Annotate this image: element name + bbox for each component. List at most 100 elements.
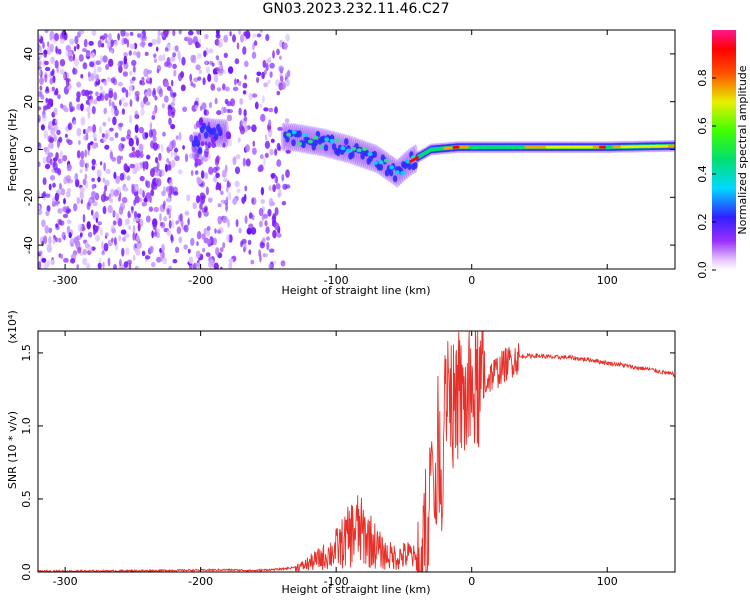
noise-blob xyxy=(179,213,183,222)
noise-blob xyxy=(84,149,88,158)
signal-strong xyxy=(367,152,373,157)
noise-blob xyxy=(215,166,220,171)
noise-blob xyxy=(247,239,252,246)
noise-blob xyxy=(237,137,241,143)
signal-strong xyxy=(313,135,319,140)
noise-blob xyxy=(163,30,169,37)
noise-blob xyxy=(131,185,135,195)
noise-blob xyxy=(141,35,147,41)
noise-blob xyxy=(55,200,59,207)
noise-blob xyxy=(128,224,132,231)
noise-blob xyxy=(104,232,109,237)
noise-blob xyxy=(238,227,242,234)
noise-blob xyxy=(226,139,233,147)
noise-blob xyxy=(59,59,66,67)
noise-blob xyxy=(279,55,282,60)
noise-blob xyxy=(103,80,108,86)
noise-blob xyxy=(128,91,132,97)
noise-blob xyxy=(216,229,221,234)
noise-blob xyxy=(281,201,287,206)
noise-blob xyxy=(225,131,231,140)
noise-blob xyxy=(88,40,94,46)
noise-blob xyxy=(170,151,174,158)
noise-blob xyxy=(97,221,103,226)
noise-blob xyxy=(265,134,268,141)
colorbar-gradient xyxy=(712,30,736,270)
noise-blob xyxy=(102,206,107,215)
signal-strong xyxy=(329,138,335,143)
noise-blob xyxy=(89,61,95,68)
noise-blob xyxy=(135,217,139,222)
noise-blob xyxy=(252,33,257,39)
noise-blob xyxy=(217,203,222,208)
noise-blob xyxy=(80,116,86,126)
noise-blob xyxy=(132,232,136,241)
noise-blob xyxy=(168,179,173,188)
noise-blob xyxy=(275,183,281,190)
noise-blob xyxy=(277,126,283,131)
noise-blob xyxy=(59,150,64,158)
noise-blob xyxy=(187,37,193,46)
noise-blob xyxy=(175,246,180,253)
noise-blob xyxy=(79,186,86,193)
noise-blob xyxy=(151,261,156,268)
signal-strong xyxy=(291,130,297,135)
signal-core xyxy=(323,144,329,152)
noise-blob xyxy=(232,34,236,43)
noise-blob xyxy=(166,56,171,66)
noise-blob xyxy=(189,73,192,82)
noise-blob xyxy=(113,40,119,47)
noise-blob xyxy=(211,62,215,67)
noise-blob xyxy=(200,141,205,147)
noise-blob xyxy=(134,110,139,119)
noise-blob xyxy=(204,34,209,40)
noise-blob xyxy=(182,106,188,113)
noise-blob xyxy=(205,252,211,257)
noise-blob xyxy=(76,43,80,50)
snr-y-axis-label: SNR (10 * v/v) xyxy=(6,411,19,489)
noise-blob xyxy=(214,97,218,105)
noise-blob xyxy=(80,74,84,79)
noise-blob xyxy=(108,98,112,107)
noise-blob xyxy=(256,33,262,38)
noise-blob xyxy=(188,30,194,36)
noise-blob xyxy=(219,247,224,253)
noise-blob xyxy=(189,134,194,143)
noise-blob xyxy=(42,156,47,164)
noise-blob xyxy=(139,197,143,203)
noise-blob xyxy=(166,146,170,152)
noise-blob xyxy=(282,42,288,50)
signal-core xyxy=(197,147,203,154)
noise-blob xyxy=(131,59,137,67)
noise-blob xyxy=(183,224,189,233)
noise-blob xyxy=(54,32,59,42)
noise-blob xyxy=(109,198,114,203)
noise-blob xyxy=(139,162,143,169)
noise-blob xyxy=(54,192,60,202)
signal-strong xyxy=(362,147,368,151)
noise-blob xyxy=(213,74,219,83)
noise-blob xyxy=(102,55,108,63)
noise-blob xyxy=(245,158,251,167)
noise-blob xyxy=(56,66,59,74)
noise-blob xyxy=(187,217,190,226)
noise-blob xyxy=(52,129,55,139)
x-tick-label: -300 xyxy=(53,575,78,588)
noise-blob xyxy=(74,172,79,182)
signal-strong xyxy=(400,171,406,175)
noise-blob xyxy=(77,223,83,232)
noise-blob xyxy=(235,154,241,160)
noise-blob xyxy=(215,247,220,256)
colorbar-label: Normalized spectral amplitude xyxy=(736,65,749,234)
noise-blob xyxy=(129,70,133,76)
noise-blob xyxy=(195,64,201,71)
signal-core xyxy=(285,135,290,143)
noise-blob xyxy=(40,124,46,131)
noise-blob xyxy=(172,63,177,69)
noise-blob xyxy=(188,153,195,159)
noise-blob xyxy=(163,95,169,103)
noise-blob xyxy=(212,237,218,246)
noise-blob xyxy=(204,151,209,158)
noise-blob xyxy=(164,163,169,173)
noise-blob xyxy=(242,46,247,55)
